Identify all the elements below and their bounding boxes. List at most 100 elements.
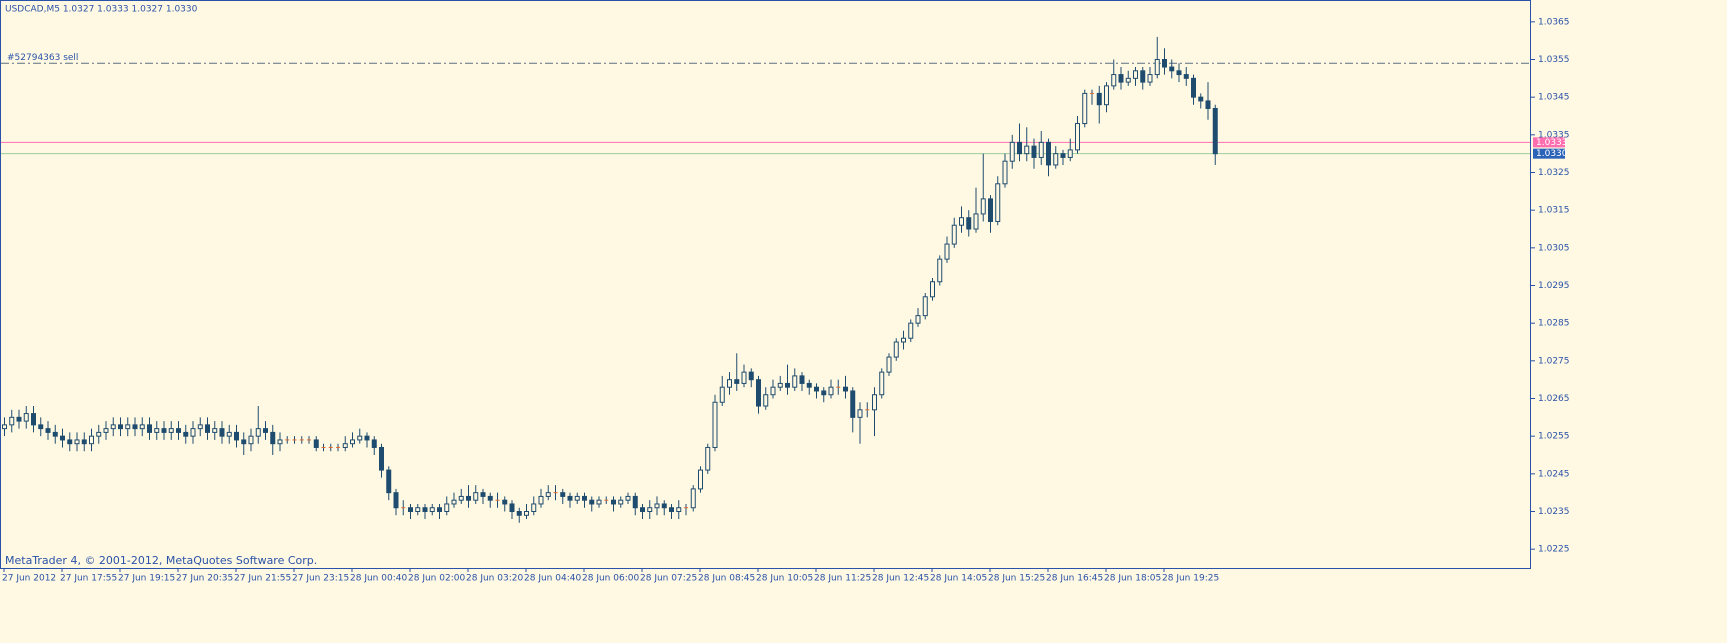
y-tick-label: 1.0245 xyxy=(1538,469,1570,479)
candle-body xyxy=(843,386,848,392)
chart-title: USDCAD,M5 1.0327 1.0333 1.0327 1.0330 xyxy=(5,5,198,15)
candle-body xyxy=(444,503,450,513)
candle-body xyxy=(45,428,51,433)
candle-body xyxy=(9,416,15,426)
candle-body xyxy=(538,495,544,505)
candle-body xyxy=(719,386,725,403)
candle-body xyxy=(52,431,58,437)
candle-body xyxy=(1183,74,1189,79)
candle-body xyxy=(1024,145,1030,155)
candle-body xyxy=(922,296,928,317)
bid-label: 1.0330 xyxy=(1536,149,1568,159)
candle-body xyxy=(698,469,703,490)
candle-body xyxy=(850,390,856,418)
x-tick-label: 28 Jun 00:40 xyxy=(350,574,407,584)
candle-body xyxy=(132,424,138,430)
candle-body xyxy=(951,224,957,245)
y-tick-label: 1.0345 xyxy=(1538,93,1570,103)
y-tick-label: 1.0365 xyxy=(1538,17,1570,27)
ask-label: 1.0333 xyxy=(1536,138,1568,148)
candle-body xyxy=(1111,74,1117,87)
candle-body xyxy=(959,217,964,226)
candle-body xyxy=(589,499,595,505)
candle-body xyxy=(785,382,790,388)
candle-body xyxy=(234,431,239,441)
candle-body xyxy=(545,492,551,497)
candle-body xyxy=(763,394,769,407)
x-tick-label: 28 Jun 08:45 xyxy=(698,574,755,584)
candle-body xyxy=(89,435,94,445)
x-tick-label: 28 Jun 12:45 xyxy=(872,574,929,584)
candle-body xyxy=(408,507,413,513)
candle-body xyxy=(139,424,145,430)
order-label: #52794363 sell xyxy=(7,53,78,63)
candle-body xyxy=(1002,160,1008,185)
candle-body xyxy=(60,435,65,441)
candle-body xyxy=(748,371,754,381)
candle-body xyxy=(270,431,276,445)
candle-body xyxy=(1082,92,1088,125)
candle-body xyxy=(342,443,348,448)
candle-body xyxy=(582,495,587,501)
candle-body xyxy=(154,428,160,433)
x-tick-label: 28 Jun 14:05 xyxy=(930,574,987,584)
x-tick-label: 28 Jun 04:40 xyxy=(524,574,581,584)
x-tick-label: 28 Jun 11:25 xyxy=(814,574,871,584)
candle-body xyxy=(901,337,906,343)
candle-body xyxy=(1176,70,1182,76)
candle-body xyxy=(480,492,486,497)
candle-body xyxy=(277,439,283,445)
x-tick-label: 27 Jun 21:55 xyxy=(234,574,291,584)
candle-body xyxy=(1067,149,1073,158)
y-tick-label: 1.0305 xyxy=(1538,243,1570,253)
plot-frame xyxy=(0,0,1531,569)
candle-body xyxy=(103,428,109,433)
candle-body xyxy=(1096,92,1102,106)
candle-body xyxy=(1205,100,1211,109)
candle-body xyxy=(930,281,935,298)
candle-body xyxy=(705,446,711,471)
candle-body xyxy=(1118,74,1124,83)
ask-box xyxy=(1533,137,1565,148)
candle-body xyxy=(1212,107,1218,155)
candle-body xyxy=(458,495,464,501)
candle-body xyxy=(248,435,254,445)
candle-body xyxy=(618,499,624,505)
y-tick-label: 1.0285 xyxy=(1538,319,1570,329)
candle-body xyxy=(313,439,319,448)
footer: MetaTrader 4, © 2001-2012, MetaQuotes So… xyxy=(5,554,317,567)
x-tick-label: 28 Jun 03:20 xyxy=(466,574,523,584)
candle-body xyxy=(1009,141,1015,162)
candle-body xyxy=(125,424,131,430)
candle-body xyxy=(1162,59,1167,68)
candle-body xyxy=(516,511,522,516)
candle-body xyxy=(226,431,232,437)
candle-body xyxy=(241,439,247,445)
candle-body xyxy=(1053,153,1059,166)
y-tick-label: 1.0335 xyxy=(1538,130,1570,140)
x-tick-label: 27 Jun 17:55 xyxy=(60,574,117,584)
x-tick-label: 28 Jun 07:25 xyxy=(640,574,697,584)
candle-body xyxy=(197,424,203,430)
candle-body xyxy=(727,379,732,388)
candle-body xyxy=(364,435,370,441)
candle-body xyxy=(212,428,218,433)
y-tick-label: 1.0265 xyxy=(1538,394,1570,404)
candle-body xyxy=(67,439,73,445)
candle-body xyxy=(654,503,660,509)
candle-body xyxy=(792,375,798,388)
candle-body xyxy=(379,446,384,471)
candle-body xyxy=(466,495,471,501)
candle-body xyxy=(23,413,29,422)
candle-body xyxy=(690,488,696,509)
candle-body xyxy=(524,511,529,516)
candle-body xyxy=(872,394,877,411)
candle-body xyxy=(168,428,174,433)
candle-body xyxy=(734,379,740,384)
candle-body xyxy=(560,492,566,497)
candle-body xyxy=(219,428,225,437)
candle-body xyxy=(1046,141,1051,166)
x-tick-label: 28 Jun 19:25 xyxy=(1162,574,1219,584)
candle-body xyxy=(937,258,943,283)
